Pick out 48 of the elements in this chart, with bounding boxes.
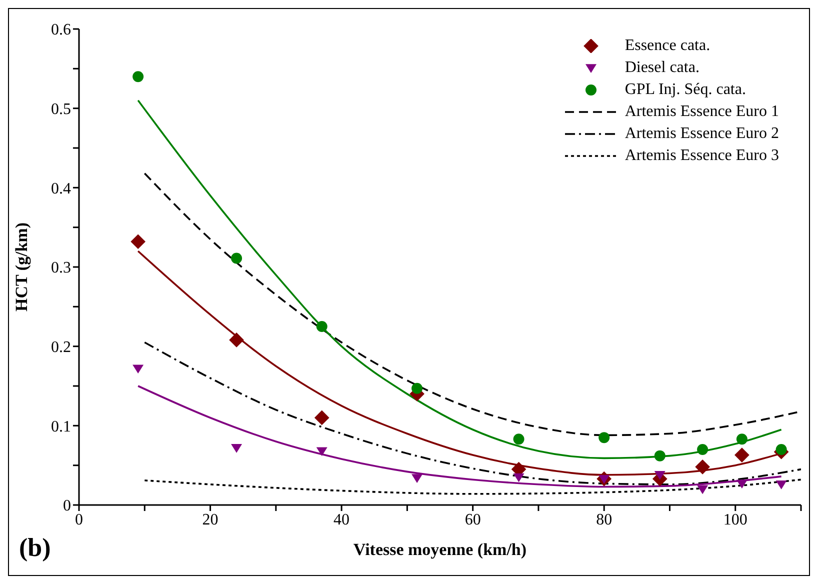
point: [314, 410, 330, 426]
point: [316, 321, 328, 332]
point: [231, 252, 242, 264]
y-tick-label: 0.4: [51, 180, 71, 198]
y-tick-label: 0: [63, 498, 71, 515]
point: [132, 71, 144, 82]
legend-label: Essence cata.: [624, 37, 710, 55]
text: (b): [19, 533, 51, 563]
point: [598, 432, 610, 444]
point: [776, 480, 787, 490]
y-tick-label: 0.3: [51, 260, 71, 277]
point: [412, 382, 423, 394]
point: [231, 444, 242, 453]
line-series: [137, 100, 782, 460]
point: [734, 448, 750, 462]
point: [654, 450, 666, 462]
point: [776, 444, 787, 455]
point: [736, 480, 748, 489]
x-axis-title: Vitesse moyenne (km/h): [353, 540, 527, 559]
x-tick-label: 20: [202, 511, 218, 528]
x-tick-label: 80: [596, 511, 612, 528]
y-tick-label: 0.5: [51, 101, 71, 118]
point: [697, 485, 708, 494]
legend-label: GPL Inj. Séq. cata.: [624, 81, 746, 99]
point: [130, 234, 146, 250]
line-series: [144, 478, 801, 495]
point: [695, 459, 710, 474]
point: [132, 364, 144, 374]
point: [316, 447, 328, 456]
legend-label: Artemis Essence Euro 1: [624, 103, 779, 121]
legend-label: Artemis Essence Euro 3: [624, 147, 779, 165]
y-tick-label: 0.1: [51, 418, 71, 436]
x-tick-label: 60: [464, 511, 481, 528]
point: [513, 473, 524, 482]
legend-label: Artemis Essence Euro 2: [624, 125, 779, 143]
point: [736, 434, 748, 445]
line-series: [144, 341, 801, 486]
x-tick-label: 100: [723, 511, 748, 528]
legend-label: Diesel cata.: [624, 59, 700, 77]
x-tick-label: 40: [334, 511, 350, 528]
point: [697, 444, 708, 455]
point: [513, 434, 524, 445]
y-tick-label: 0.2: [51, 339, 71, 356]
y-axis-title: HCT (g/km): [12, 222, 32, 312]
y-tick-label: 0.6: [51, 22, 71, 39]
x-tick-label: 0: [75, 511, 83, 528]
point: [229, 332, 244, 348]
point: [412, 474, 423, 483]
